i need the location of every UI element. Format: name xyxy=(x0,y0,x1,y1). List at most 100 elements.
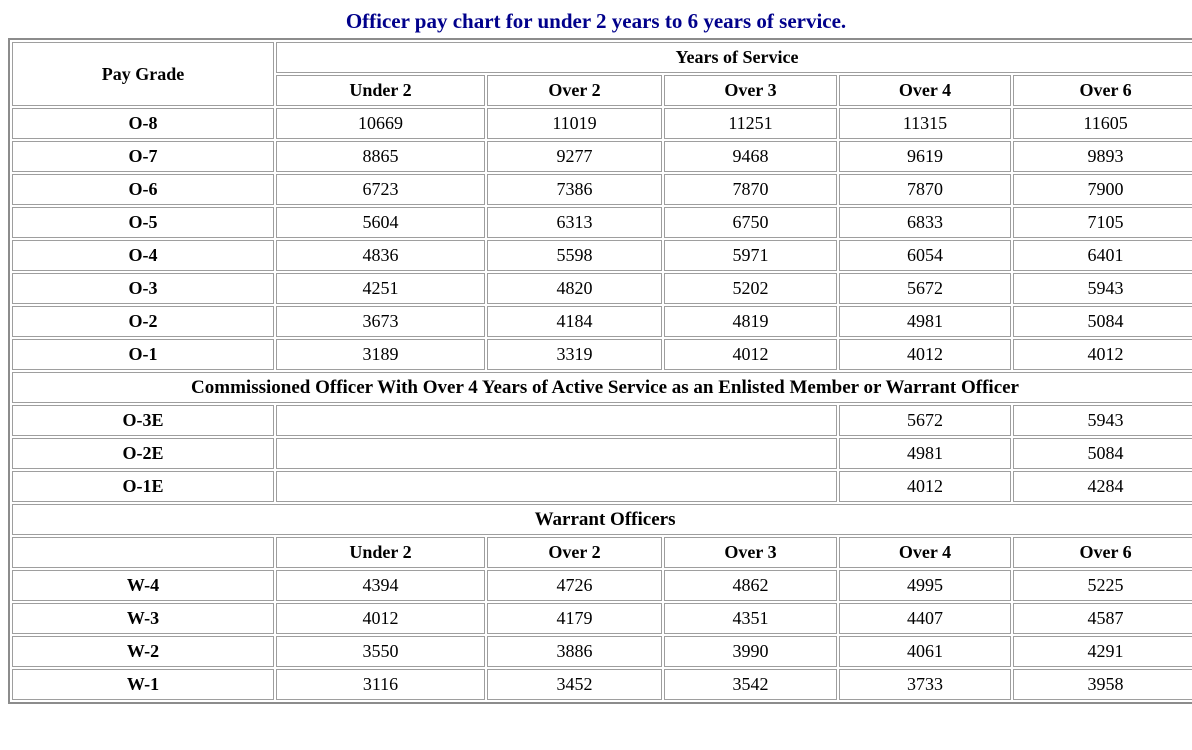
value-cell: 4351 xyxy=(664,603,837,634)
value-cell: 4587 xyxy=(1013,603,1192,634)
grade-cell: O-3 xyxy=(12,273,274,304)
empty-cell xyxy=(276,471,837,502)
value-cell: 4407 xyxy=(839,603,1011,634)
value-cell: 4012 xyxy=(839,339,1011,370)
grade-cell: O-3E xyxy=(12,405,274,436)
value-cell: 3958 xyxy=(1013,669,1192,700)
value-cell: 4184 xyxy=(487,306,662,337)
value-cell: 5225 xyxy=(1013,570,1192,601)
value-cell: 3542 xyxy=(664,669,837,700)
value-cell: 4179 xyxy=(487,603,662,634)
empty-cell xyxy=(276,438,837,469)
table-row: W-3 4012 4179 4351 4407 4587 xyxy=(12,603,1192,634)
value-cell: 6313 xyxy=(487,207,662,238)
value-cell: 5943 xyxy=(1013,405,1192,436)
table-row: O-2 3673 4184 4819 4981 5084 xyxy=(12,306,1192,337)
table-row: O-8 10669 11019 11251 11315 11605 xyxy=(12,108,1192,139)
value-cell: 5672 xyxy=(839,273,1011,304)
value-cell: 4726 xyxy=(487,570,662,601)
value-cell: 6750 xyxy=(664,207,837,238)
page-title: Officer pay chart for under 2 years to 6… xyxy=(345,9,847,33)
prior-enlisted-section-header: Commissioned Officer With Over 4 Years o… xyxy=(12,372,1192,403)
value-cell: 8865 xyxy=(276,141,485,172)
value-cell: 11315 xyxy=(839,108,1011,139)
empty-corner-cell xyxy=(12,537,274,568)
col-header-over-6: Over 6 xyxy=(1013,75,1192,106)
pay-chart-table: Pay Grade Years of Service Under 2 Over … xyxy=(8,38,1192,704)
value-cell: 4061 xyxy=(839,636,1011,667)
table-row: W-4 4394 4726 4862 4995 5225 xyxy=(12,570,1192,601)
grade-cell: O-7 xyxy=(12,141,274,172)
col-header-over-4: Over 4 xyxy=(839,537,1011,568)
value-cell: 4836 xyxy=(276,240,485,271)
col-header-over-2: Over 2 xyxy=(487,537,662,568)
value-cell: 11605 xyxy=(1013,108,1192,139)
section-header-row: Warrant Officers xyxy=(12,504,1192,535)
value-cell: 9468 xyxy=(664,141,837,172)
grade-cell: W-1 xyxy=(12,669,274,700)
value-cell: 7870 xyxy=(664,174,837,205)
table-row: O-6 6723 7386 7870 7870 7900 xyxy=(12,174,1192,205)
value-cell: 4862 xyxy=(664,570,837,601)
value-cell: 7386 xyxy=(487,174,662,205)
table-row: W-1 3116 3452 3542 3733 3958 xyxy=(12,669,1192,700)
value-cell: 5971 xyxy=(664,240,837,271)
value-cell: 10669 xyxy=(276,108,485,139)
value-cell: 3673 xyxy=(276,306,485,337)
value-cell: 4820 xyxy=(487,273,662,304)
table-row: W-2 3550 3886 3990 4061 4291 xyxy=(12,636,1192,667)
value-cell: 7870 xyxy=(839,174,1011,205)
value-cell: 5943 xyxy=(1013,273,1192,304)
warrant-officers-section-header: Warrant Officers xyxy=(12,504,1192,535)
value-cell: 3886 xyxy=(487,636,662,667)
table-row: O-1E 4012 4284 xyxy=(12,471,1192,502)
col-header-over-6: Over 6 xyxy=(1013,537,1192,568)
col-header-under-2: Under 2 xyxy=(276,537,485,568)
table-row: O-5 5604 6313 6750 6833 7105 xyxy=(12,207,1192,238)
col-header-over-4: Over 4 xyxy=(839,75,1011,106)
value-cell: 11251 xyxy=(664,108,837,139)
value-cell: 4012 xyxy=(664,339,837,370)
value-cell: 4995 xyxy=(839,570,1011,601)
value-cell: 4291 xyxy=(1013,636,1192,667)
header-row-columns: Under 2 Over 2 Over 3 Over 4 Over 6 xyxy=(12,75,1192,106)
grade-cell: O-4 xyxy=(12,240,274,271)
pay-grade-header: Pay Grade xyxy=(12,42,274,106)
value-cell: 5084 xyxy=(1013,438,1192,469)
value-cell: 3116 xyxy=(276,669,485,700)
grade-cell: O-6 xyxy=(12,174,274,205)
value-cell: 5672 xyxy=(839,405,1011,436)
grade-cell: W-4 xyxy=(12,570,274,601)
value-cell: 4394 xyxy=(276,570,485,601)
header-row-columns: Under 2 Over 2 Over 3 Over 4 Over 6 xyxy=(12,537,1192,568)
value-cell: 5598 xyxy=(487,240,662,271)
value-cell: 9893 xyxy=(1013,141,1192,172)
col-header-over-2: Over 2 xyxy=(487,75,662,106)
value-cell: 6054 xyxy=(839,240,1011,271)
col-header-over-3: Over 3 xyxy=(664,537,837,568)
value-cell: 6833 xyxy=(839,207,1011,238)
value-cell: 5604 xyxy=(276,207,485,238)
grade-cell: O-8 xyxy=(12,108,274,139)
value-cell: 5202 xyxy=(664,273,837,304)
value-cell: 4012 xyxy=(276,603,485,634)
value-cell: 6401 xyxy=(1013,240,1192,271)
value-cell: 4012 xyxy=(1013,339,1192,370)
value-cell: 4012 xyxy=(839,471,1011,502)
table-row: O-1 3189 3319 4012 4012 4012 xyxy=(12,339,1192,370)
value-cell: 11019 xyxy=(487,108,662,139)
value-cell: 6723 xyxy=(276,174,485,205)
value-cell: 4981 xyxy=(839,438,1011,469)
empty-cell xyxy=(276,405,837,436)
value-cell: 9277 xyxy=(487,141,662,172)
value-cell: 3733 xyxy=(839,669,1011,700)
section-header-row: Commissioned Officer With Over 4 Years o… xyxy=(12,372,1192,403)
value-cell: 3990 xyxy=(664,636,837,667)
grade-cell: O-1E xyxy=(12,471,274,502)
grade-cell: W-2 xyxy=(12,636,274,667)
value-cell: 3452 xyxy=(487,669,662,700)
value-cell: 4981 xyxy=(839,306,1011,337)
value-cell: 7900 xyxy=(1013,174,1192,205)
grade-cell: O-5 xyxy=(12,207,274,238)
table-row: O-4 4836 5598 5971 6054 6401 xyxy=(12,240,1192,271)
